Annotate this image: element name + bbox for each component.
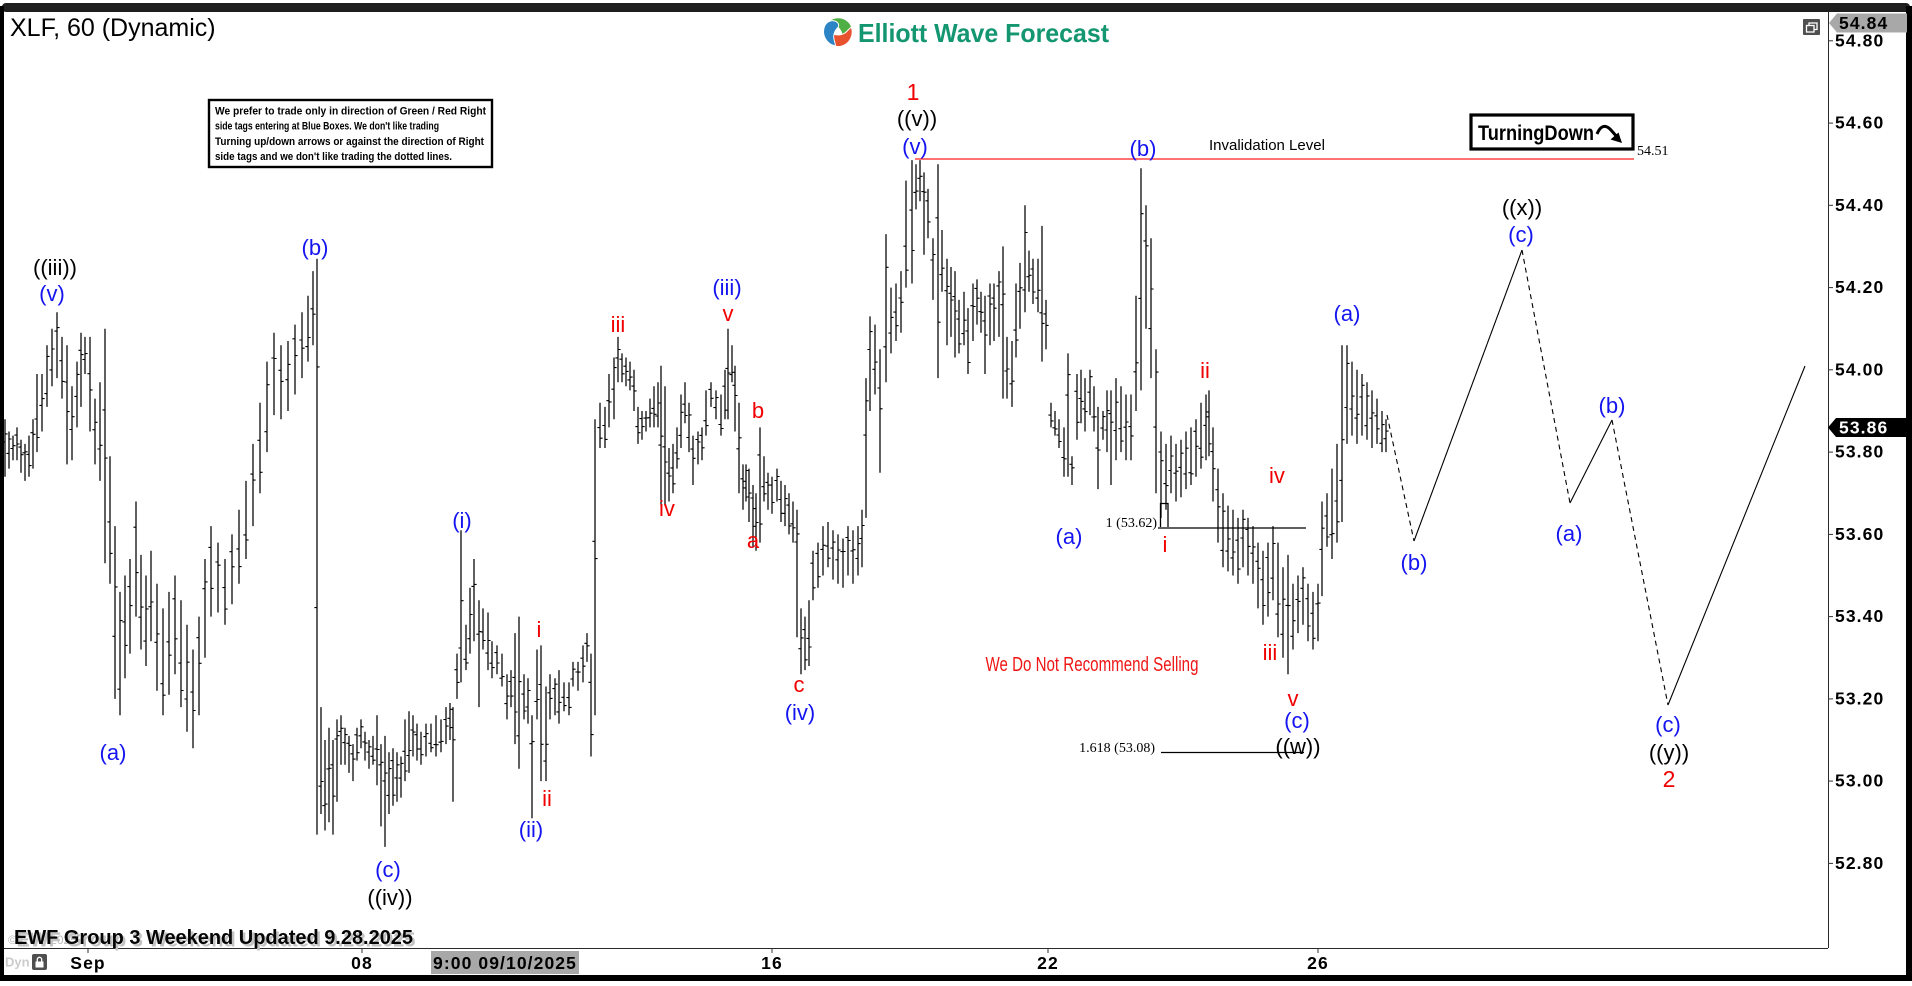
svg-text:b: b	[752, 398, 764, 423]
svg-text:iii: iii	[1263, 640, 1278, 665]
svg-text:53.86: 53.86	[1839, 418, 1888, 438]
svg-text:(c): (c)	[375, 857, 401, 882]
svg-text:2: 2	[1663, 766, 1676, 792]
svg-text:((v)): ((v))	[897, 106, 937, 131]
svg-text:(c): (c)	[1508, 222, 1534, 247]
svg-text:(c): (c)	[1655, 712, 1681, 737]
svg-text:side tags entering at Blue Box: side tags entering at Blue Boxes. We don…	[215, 121, 439, 133]
svg-text:TurningDown: TurningDown	[1478, 122, 1594, 145]
svg-text:((y)): ((y))	[1649, 740, 1689, 765]
svg-text:side tags and we don't like tr: side tags and we don't like trading the …	[215, 151, 452, 163]
svg-text:((w)): ((w))	[1275, 734, 1320, 759]
svg-text:54.80: 54.80	[1835, 30, 1884, 50]
svg-text:iv: iv	[1269, 463, 1285, 488]
svg-text:(b): (b)	[1401, 550, 1428, 575]
svg-text:ii: ii	[1200, 358, 1210, 383]
svg-text:22: 22	[1037, 953, 1059, 973]
svg-text:9:00 09/10/2025: 9:00 09/10/2025	[433, 953, 577, 973]
svg-text:EWF Group 3 Weekend Updated 9.: EWF Group 3 Weekend Updated 9.28.2025	[17, 929, 416, 951]
svg-text:1.618 (53.08): 1.618 (53.08)	[1079, 741, 1155, 756]
svg-text:54.40: 54.40	[1835, 195, 1884, 215]
svg-text:((x)): ((x))	[1502, 195, 1542, 220]
svg-text:ii: ii	[542, 786, 552, 811]
svg-text:iv: iv	[659, 496, 675, 521]
svg-text:53.40: 53.40	[1835, 606, 1884, 626]
svg-text:53.60: 53.60	[1835, 524, 1884, 544]
svg-text:1 (53.62): 1 (53.62)	[1106, 516, 1158, 531]
svg-text:54.84: 54.84	[1839, 13, 1888, 33]
svg-text:We prefer to trade only in dir: We prefer to trade only in direction of …	[215, 106, 486, 118]
svg-text:(c): (c)	[1284, 708, 1310, 733]
svg-text:(a): (a)	[1056, 524, 1083, 549]
svg-text:v: v	[1288, 686, 1299, 711]
svg-text:53.00: 53.00	[1835, 771, 1884, 791]
svg-text:EWF Group 3 Weekend Updated 9.: EWF Group 3 Weekend Updated 9.28.2025	[14, 927, 413, 949]
svg-text:Invalidation Level: Invalidation Level	[1209, 137, 1325, 154]
svg-text:We Do Not Recommend Selling: We Do Not Recommend Selling	[986, 654, 1199, 676]
svg-text:Sep: Sep	[70, 953, 105, 973]
svg-text:Turning up/down arrows or agai: Turning up/down arrows or against the di…	[215, 136, 484, 148]
svg-text:26: 26	[1307, 953, 1329, 973]
svg-text:53.20: 53.20	[1835, 688, 1884, 708]
svg-text:54.20: 54.20	[1835, 277, 1884, 297]
svg-text:a: a	[747, 528, 760, 553]
svg-text:1: 1	[907, 79, 920, 105]
svg-text:08: 08	[351, 953, 373, 973]
svg-text:16: 16	[761, 953, 783, 973]
svg-text:(ii): (ii)	[519, 817, 543, 842]
svg-text:iii: iii	[611, 312, 626, 337]
svg-text:(v): (v)	[39, 281, 65, 306]
svg-text:XLF, 60 (Dynamic): XLF, 60 (Dynamic)	[10, 14, 216, 42]
svg-text:(b): (b)	[302, 235, 329, 260]
svg-text:((iii)): ((iii))	[33, 255, 77, 280]
svg-text:(a): (a)	[1556, 521, 1583, 546]
svg-text:i: i	[537, 617, 542, 642]
svg-text:54.60: 54.60	[1835, 113, 1884, 133]
svg-text:v: v	[723, 301, 734, 326]
svg-text:54.00: 54.00	[1835, 359, 1884, 379]
svg-text:(iii): (iii)	[712, 275, 741, 300]
svg-text:i: i	[1163, 532, 1168, 557]
svg-text:(b): (b)	[1599, 393, 1626, 418]
svg-text:Dyn: Dyn	[5, 955, 30, 970]
svg-text:(i): (i)	[452, 508, 472, 533]
svg-text:(b): (b)	[1130, 136, 1157, 161]
svg-text:(a): (a)	[1334, 301, 1361, 326]
svg-text:54.51: 54.51	[1637, 144, 1669, 159]
svg-text:((iv)): ((iv))	[367, 885, 412, 910]
svg-text:(a): (a)	[100, 740, 127, 765]
svg-text:© EWF 2025: © EWF 2025	[8, 933, 77, 947]
svg-text:53.80: 53.80	[1835, 442, 1884, 462]
svg-text:Elliott Wave Forecast: Elliott Wave Forecast	[858, 18, 1109, 48]
svg-text:(v): (v)	[902, 134, 928, 159]
svg-text:c: c	[794, 672, 805, 697]
svg-text:(iv): (iv)	[785, 700, 816, 725]
svg-text:52.80: 52.80	[1835, 853, 1884, 873]
